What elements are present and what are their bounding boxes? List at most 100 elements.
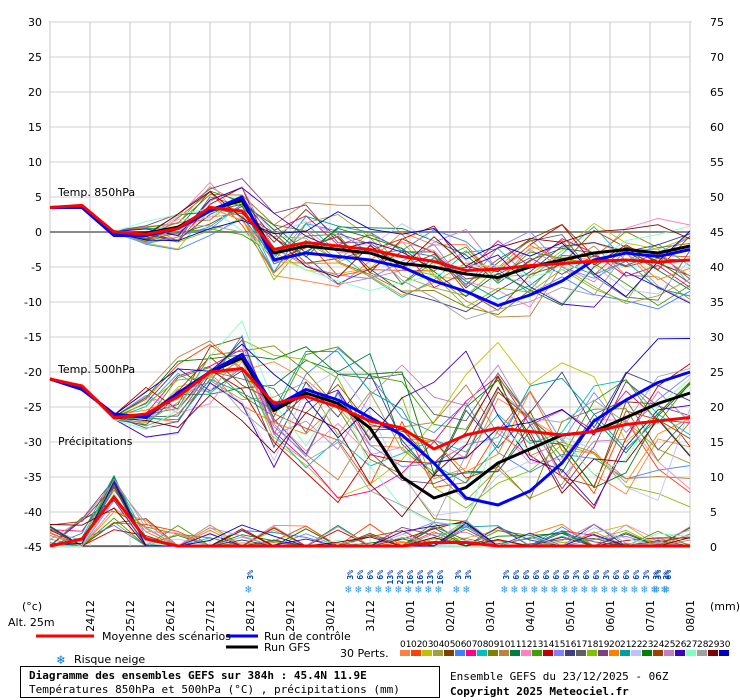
pert-swatch bbox=[631, 650, 641, 656]
snow-pct-label: 3% bbox=[662, 570, 671, 580]
series-t850-line bbox=[49, 203, 691, 272]
left-tick-label: -30 bbox=[24, 436, 42, 449]
snowflake-icon: ❄ bbox=[463, 583, 470, 596]
member-t500-line bbox=[49, 370, 691, 466]
member-t850-line bbox=[49, 205, 691, 292]
pert-swatch bbox=[576, 650, 586, 656]
snowflake-icon: ❄ bbox=[611, 583, 618, 596]
x-tick-label: 01/01 bbox=[404, 600, 417, 632]
snowflake-icon: ❄ bbox=[511, 583, 518, 596]
pert-number: 16 bbox=[565, 640, 577, 650]
right-tick-label: 30 bbox=[710, 331, 724, 344]
snowflake-icon: ❄ bbox=[521, 583, 528, 596]
snow-pct-label: 6% bbox=[522, 570, 531, 580]
left-tick-label: -10 bbox=[24, 296, 42, 309]
snowflake-icon: ❄ bbox=[415, 583, 422, 596]
snowflake-icon: ❄ bbox=[395, 583, 402, 596]
pert-swatch bbox=[697, 650, 707, 656]
right-tick-label: 0 bbox=[710, 541, 717, 554]
footer-run: Ensemble GEFS du 23/12/2025 - 06Z bbox=[450, 670, 669, 683]
snow-pct-label: 6% bbox=[356, 570, 365, 580]
snow-pct-label: 3% bbox=[572, 570, 581, 580]
snowflake-icon: ❄ bbox=[56, 653, 65, 668]
pert-number: 23 bbox=[642, 640, 653, 650]
legend-control-label: Run de contrôle bbox=[264, 630, 351, 643]
pert-number: 28 bbox=[697, 640, 709, 650]
right-tick-label: 45 bbox=[710, 226, 724, 239]
snowflake-icon: ❄ bbox=[631, 583, 638, 596]
pert-number: 22 bbox=[631, 640, 642, 650]
snow-pct-label: 3% bbox=[346, 570, 355, 580]
snowflake-icon: ❄ bbox=[345, 583, 352, 596]
legend-gfs-label: Run GFS bbox=[264, 641, 311, 654]
footer-subtitle: Températures 850hPa et 500hPa (°C) , pré… bbox=[29, 683, 400, 696]
member-t500-line bbox=[49, 338, 691, 464]
pert-number: 04 bbox=[433, 640, 445, 650]
pert-number: 07 bbox=[466, 640, 477, 650]
snow-pct-label: 16% bbox=[406, 570, 415, 585]
pert-number: 08 bbox=[477, 640, 489, 650]
snow-pct-label: 3% bbox=[246, 570, 255, 580]
footer-copyright: Copyright 2025 Meteociel.fr bbox=[450, 685, 629, 698]
left-tick-label: -5 bbox=[31, 261, 42, 274]
right-tick-label: 65 bbox=[710, 86, 724, 99]
pert-swatch bbox=[598, 650, 608, 656]
pert-number: 21 bbox=[620, 640, 631, 650]
pert-number: 24 bbox=[653, 640, 665, 650]
snow-pct-label: 6% bbox=[562, 570, 571, 580]
snow-pct-label: 6% bbox=[376, 570, 385, 580]
snowflake-icon: ❄ bbox=[245, 583, 252, 596]
altitude-label: Alt. 25m bbox=[8, 616, 55, 629]
right-tick-label: 75 bbox=[710, 16, 724, 29]
snow-pct-label: 3% bbox=[652, 570, 661, 580]
pert-number: 10 bbox=[499, 640, 511, 650]
pert-number: 14 bbox=[543, 640, 555, 650]
snowflake-icon: ❄ bbox=[425, 583, 432, 596]
x-tick-label: 02/01 bbox=[444, 600, 457, 632]
right-tick-label: 35 bbox=[710, 296, 724, 309]
snow-risk: 3%❄3%❄6%❄6%❄6%❄13%❄23%❄16%❄16%❄13%❄16%❄3… bbox=[245, 570, 673, 596]
snowflake-icon: ❄ bbox=[663, 583, 670, 596]
pert-swatch bbox=[609, 650, 619, 656]
pert-swatch bbox=[620, 650, 630, 656]
pert-swatch bbox=[719, 650, 729, 656]
right-tick-label: 40 bbox=[710, 261, 724, 274]
snowflake-icon: ❄ bbox=[405, 583, 412, 596]
member-t500-line bbox=[49, 350, 691, 484]
pert-swatch bbox=[400, 650, 410, 656]
pert-number: 02 bbox=[411, 640, 422, 650]
snow-pct-label: 3% bbox=[502, 570, 511, 580]
mean-precip-line bbox=[49, 494, 690, 548]
left-tick-label: -35 bbox=[24, 471, 42, 484]
member-t500-line bbox=[49, 348, 691, 499]
member-t850-line bbox=[49, 203, 691, 306]
left-unit: (°c) bbox=[22, 600, 42, 613]
pert-swatch bbox=[565, 650, 575, 656]
member-t500-line bbox=[49, 378, 691, 518]
left-tick-label: -45 bbox=[24, 541, 42, 554]
pert-number: 27 bbox=[686, 640, 697, 650]
member-t850-line bbox=[49, 198, 691, 313]
footer-title: Diagramme des ensembles GEFS sur 384h : … bbox=[29, 669, 367, 682]
snowflake-icon: ❄ bbox=[541, 583, 548, 596]
pert-number: 05 bbox=[444, 640, 455, 650]
t500-label: Temp. 500hPa bbox=[57, 363, 135, 376]
left-tick-label: 0 bbox=[35, 226, 42, 239]
snowflake-icon: ❄ bbox=[531, 583, 538, 596]
legend-mean-label: Moyenne des scénarios bbox=[102, 630, 231, 643]
pert-swatch bbox=[433, 650, 443, 656]
member-t500-line bbox=[49, 339, 691, 490]
left-tick-label: -40 bbox=[24, 506, 42, 519]
pert-swatch bbox=[510, 650, 520, 656]
footer-box: Diagramme des ensembles GEFS sur 384h : … bbox=[20, 666, 440, 698]
member-t850-line bbox=[49, 203, 691, 298]
snow-pct-label: 3% bbox=[454, 570, 463, 580]
pert-number: 09 bbox=[488, 640, 500, 650]
pert-swatch bbox=[444, 650, 454, 656]
right-tick-label: 55 bbox=[710, 156, 724, 169]
pert-swatch bbox=[653, 650, 663, 656]
member-t500-line bbox=[49, 350, 691, 507]
right-tick-label: 50 bbox=[710, 191, 724, 204]
snow-pct-label: 13% bbox=[386, 570, 395, 585]
